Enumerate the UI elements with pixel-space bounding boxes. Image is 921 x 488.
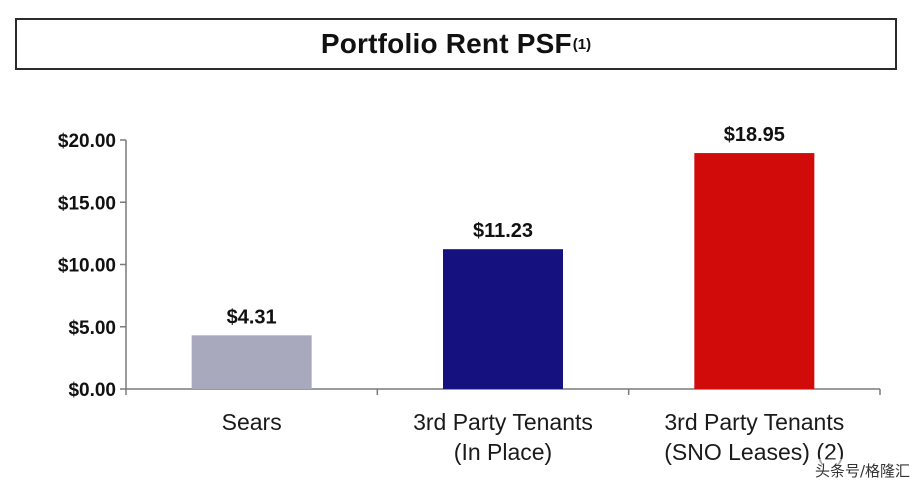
data-label: $4.31: [227, 306, 277, 328]
bar: [191, 335, 312, 389]
x-category-label: 3rd Party Tenants: [413, 409, 593, 435]
y-tick-label: $0.00: [68, 380, 116, 401]
data-label: $11.23: [473, 220, 533, 242]
chart-title-box: Portfolio Rent PSF (1): [15, 18, 897, 70]
chart-title: Portfolio Rent PSF: [320, 28, 572, 59]
y-tick-label: $20.00: [58, 131, 116, 152]
chart-title-footnote: (1): [572, 35, 592, 53]
bar: [443, 249, 563, 389]
y-tick-label: $15.00: [58, 193, 116, 214]
data-label: $18.95: [724, 124, 785, 146]
x-category-label: (In Place): [454, 439, 552, 465]
y-tick-label: $5.00: [68, 318, 116, 339]
x-category-label: Sears: [222, 409, 282, 435]
bar: [694, 153, 815, 389]
x-category-label: 3rd Party Tenants: [664, 409, 844, 435]
watermark-text: 头条号/格隆汇: [811, 459, 913, 482]
y-tick-label: $10.00: [58, 256, 116, 277]
